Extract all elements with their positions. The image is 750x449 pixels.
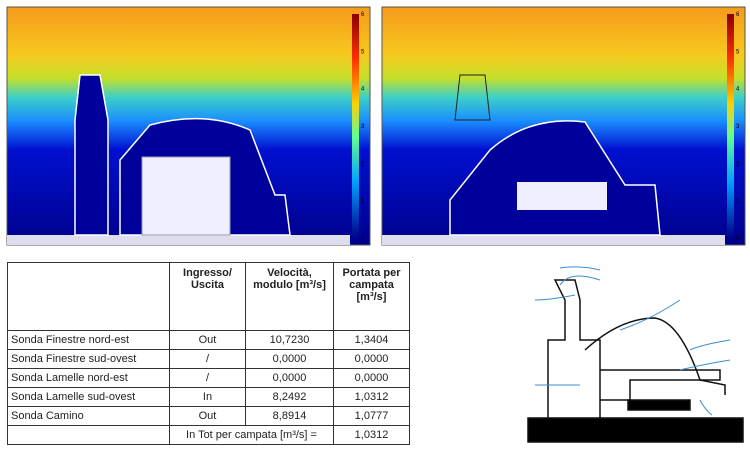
table-row: Sonda Finestre sud-ovest/0,0000 0,0000: [7, 349, 410, 369]
colorbar-tick-label: 6: [736, 12, 740, 18]
table-cell: 8,2492: [245, 387, 334, 407]
table-cell: Sonda Finestre sud-ovest: [7, 349, 170, 369]
colorbar-tick-label: 4: [736, 87, 740, 93]
colorbar-tick-label: 2: [361, 161, 365, 167]
table-cell: 0,0000: [245, 349, 334, 369]
colorbar-tick-label: 5: [361, 49, 365, 55]
cfd-right: [381, 6, 746, 246]
colorbar-tick-label: 0: [361, 236, 365, 242]
table-row: Sonda Camino Out 8,8914 1,0777: [7, 406, 410, 426]
total-row: In Tot per campata [m³/s] = 1,0312: [7, 425, 410, 445]
header-cell: Ingresso/ Uscita: [169, 262, 246, 331]
table-cell: Sonda Finestre nord-est: [7, 330, 170, 350]
table-cell: 1,3404: [333, 330, 410, 350]
table-row: Sonda Finestre nord-est Out 10,7230 1,3404: [7, 330, 410, 350]
colorbar-ticks: 0 1 2 3 4 5 6 0 1 2 3 4 5 6: [361, 12, 740, 242]
table-cell: 0,0000: [333, 368, 410, 388]
data-table: Ingresso/ Uscita Velocità, modulo [m³/s]…: [7, 262, 410, 445]
table-cell: 10,7230: [245, 330, 334, 350]
header-row: Ingresso/ Uscita Velocità, modulo [m³/s]…: [7, 262, 410, 331]
colorbar-tick-label: 3: [736, 124, 740, 130]
colorbar-tick-label: 2: [736, 161, 740, 167]
table-row: Sonda Lamelle sud-ovest In 8,2492 1,0312: [7, 387, 410, 407]
table-cell: /: [169, 368, 246, 388]
table-cell: [7, 425, 170, 445]
table-cell: /: [169, 349, 246, 369]
colorbar-tick-label: 3: [361, 124, 365, 130]
table-cell: 1,0312: [333, 387, 410, 407]
section-diagram: [527, 266, 744, 443]
table-cell: Out: [169, 330, 246, 350]
cfd-left: [6, 6, 371, 246]
colorbar-tick-label: 6: [361, 12, 365, 18]
table-cell: Sonda Camino: [7, 406, 170, 426]
table-cell: In Tot per campata [m³/s] =: [169, 425, 334, 445]
table-cell: Sonda Lamelle sud-ovest: [7, 387, 170, 407]
table-row: Sonda Lamelle nord-est/0,0000 0,0000: [7, 368, 410, 388]
table-cell: 0,0000: [245, 368, 334, 388]
header-cell: Velocità, modulo [m³/s]: [245, 262, 334, 331]
table-cell: 0,0000: [333, 349, 410, 369]
header-cell: Portata per campata [m³/s]: [333, 262, 410, 331]
colorbar-tick-label: 5: [736, 49, 740, 55]
colorbar-tick-label: 0: [736, 236, 740, 242]
table-cell: 8,8914: [245, 406, 334, 426]
table-cell: Sonda Lamelle nord-est: [7, 368, 170, 388]
table-cell: 1,0312: [333, 425, 410, 445]
table-cell: In: [169, 387, 246, 407]
table-cell: Out: [169, 406, 246, 426]
table-cell: 1,0777: [333, 406, 410, 426]
colorbar-tick-label: 1: [361, 199, 365, 205]
colorbar-tick-label: 4: [361, 87, 365, 93]
colorbar-tick-label: 1: [736, 199, 740, 205]
header-cell: [7, 262, 170, 331]
